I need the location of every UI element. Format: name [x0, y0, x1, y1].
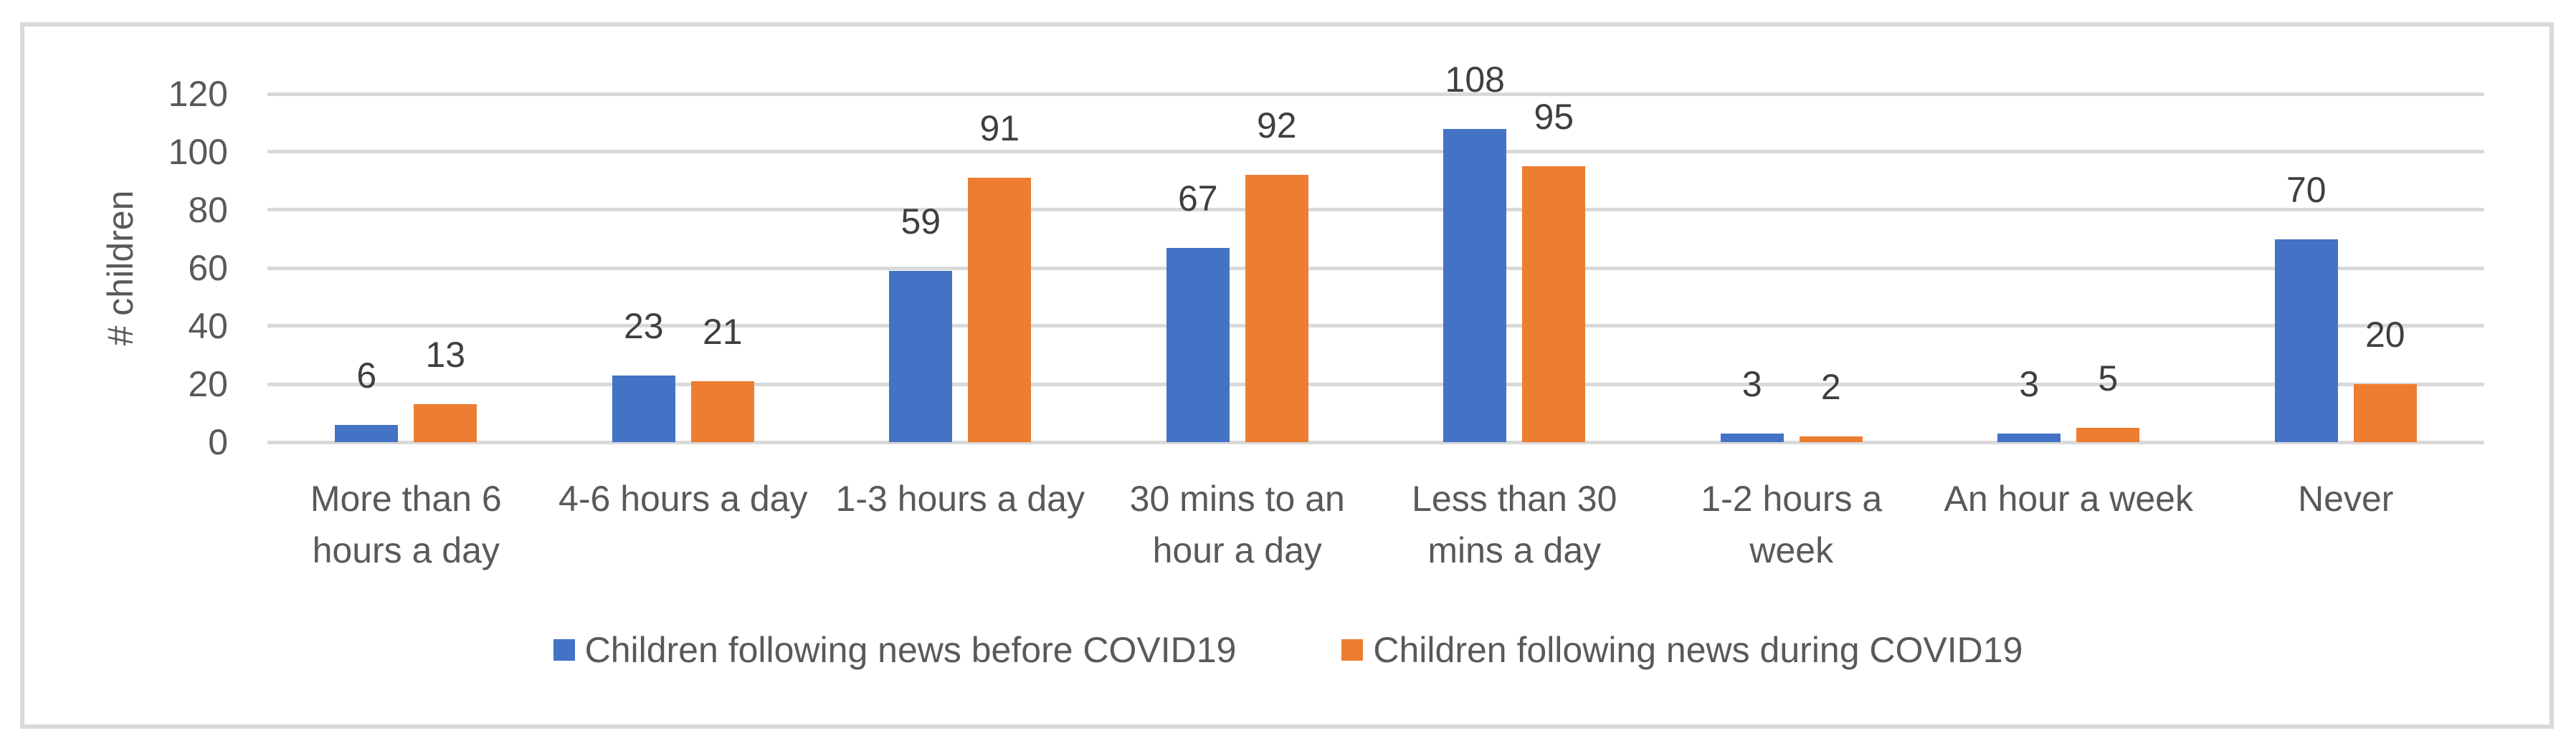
y-tick-label: 20	[188, 364, 228, 404]
bar-value-label: 2	[1820, 366, 1841, 407]
bar-group: 3	[1720, 363, 1784, 442]
category-label: 1-3 hours a day	[835, 479, 1085, 519]
bar-value-label: 6	[356, 355, 377, 396]
y-tick-label: 0	[208, 422, 228, 462]
bar-group: 3	[1997, 365, 2061, 442]
bar-series-before-covid19	[1720, 433, 1784, 442]
bar-group: 108	[1443, 59, 1507, 442]
bar-series-before-covid19	[889, 271, 953, 442]
bar-series-before-covid19	[612, 375, 675, 442]
bar-value-label: 3	[2019, 363, 2040, 404]
gridline	[267, 266, 2484, 270]
bar-value-label: 67	[1177, 178, 1218, 219]
bar-series-before-covid19	[1443, 128, 1507, 442]
bar-series-during-covid19	[1522, 166, 1586, 442]
bar-value-label: 108	[1445, 59, 1505, 100]
legend-label: Children following news during COVID19	[1373, 630, 2023, 670]
bar-group: 92	[1245, 106, 1308, 442]
bar-series-during-covid19	[414, 404, 477, 442]
bar-group: 91	[968, 108, 1032, 442]
bar-series-during-covid19	[968, 178, 1032, 442]
bar-series-during-covid19	[690, 381, 754, 442]
bar-value-label: 21	[702, 311, 743, 352]
category-slot: 23 21	[545, 94, 822, 442]
category-slot: 6 13	[267, 94, 545, 442]
legend-label: Children following news before COVID19	[584, 630, 1237, 670]
bar-value-label: 59	[900, 201, 941, 242]
bar-value-label: 5	[2098, 358, 2119, 398]
y-tick-label: 40	[188, 305, 228, 346]
bar-group: 21	[690, 311, 754, 442]
bar-group: 67	[1166, 179, 1230, 442]
gridline	[267, 150, 2484, 154]
gridline	[267, 208, 2484, 212]
bar-value-label: 91	[979, 108, 1020, 149]
category-slot: 70 20	[2207, 94, 2485, 442]
bar-value-label: 92	[1256, 105, 1297, 146]
y-tick-label: 60	[188, 248, 228, 288]
bar-series-during-covid19	[2076, 427, 2140, 442]
bar-value-label: 23	[623, 305, 664, 346]
bar-group: 23	[612, 307, 675, 442]
legend: Children following news before COVID19 Ch…	[0, 629, 2576, 671]
x-axis-line	[267, 440, 2484, 444]
bar-series-before-covid19	[335, 424, 399, 442]
legend-item: Children following news during COVID19	[1341, 629, 2023, 671]
category-slot: 59 91	[822, 94, 1099, 442]
bar-series-before-covid19	[1997, 433, 2061, 442]
category-slot: 108 95	[1376, 60, 1653, 442]
y-tick-label: 120	[168, 74, 228, 114]
bar-value-label: 70	[2286, 169, 2327, 210]
bar-series-before-covid19	[2274, 239, 2338, 442]
bar-slots: 6 13 23 21 59 91 67 92 108 95 3 2 3 5 70 20	[267, 60, 2485, 442]
category-label: 30 mins to an hour a day	[1129, 479, 1345, 570]
bar-series-during-covid19	[1245, 175, 1308, 442]
y-axis-tick-labels: 0 20 40 60 80 100 120	[0, 74, 228, 462]
bar-series-during-covid19	[1799, 436, 1863, 442]
gridline	[267, 324, 2484, 328]
legend-item: Children following news before COVID19	[553, 629, 1237, 671]
y-tick-label: 80	[188, 189, 228, 230]
bar-group: 95	[1522, 97, 1586, 442]
bar-group: 6	[335, 355, 399, 442]
bar-group: 2	[1799, 366, 1863, 442]
category-label: 4-6 hours a day	[559, 479, 808, 519]
category-label: Never	[2298, 479, 2394, 519]
x-axis-category-labels: More than 6 hours a day 4-6 hours a day 1-…	[267, 473, 2484, 576]
y-tick-label: 100	[168, 131, 228, 172]
bar-value-label: 20	[2364, 315, 2405, 355]
gridline	[267, 92, 2484, 96]
bar-value-label: 13	[425, 335, 466, 376]
legend-swatch-icon	[1341, 639, 1364, 661]
bar-series-during-covid19	[2353, 384, 2417, 442]
category-label: 1-2 hours a week	[1701, 479, 1883, 570]
category-slot: 67 92	[1099, 94, 1377, 442]
legend-swatch-icon	[553, 639, 575, 661]
bar-group: 13	[414, 335, 477, 442]
category-label: More than 6 hours a day	[310, 479, 502, 570]
bar-group: 70	[2274, 169, 2338, 442]
bar-group: 5	[2076, 358, 2140, 442]
bar-series-before-covid19	[1166, 247, 1230, 442]
category-label: An hour a week	[1944, 479, 2193, 519]
gridline	[267, 382, 2484, 386]
bar-group: 20	[2353, 315, 2417, 442]
plot-area: 6 13 23 21 59 91 67 92 108 95 3 2 3 5 70 20	[267, 60, 2485, 444]
bar-group: 59	[889, 201, 953, 442]
category-label: Less than 30 mins a day	[1412, 479, 1617, 570]
bar-value-label: 3	[1741, 363, 1762, 404]
bar-value-label: 95	[1534, 97, 1574, 138]
